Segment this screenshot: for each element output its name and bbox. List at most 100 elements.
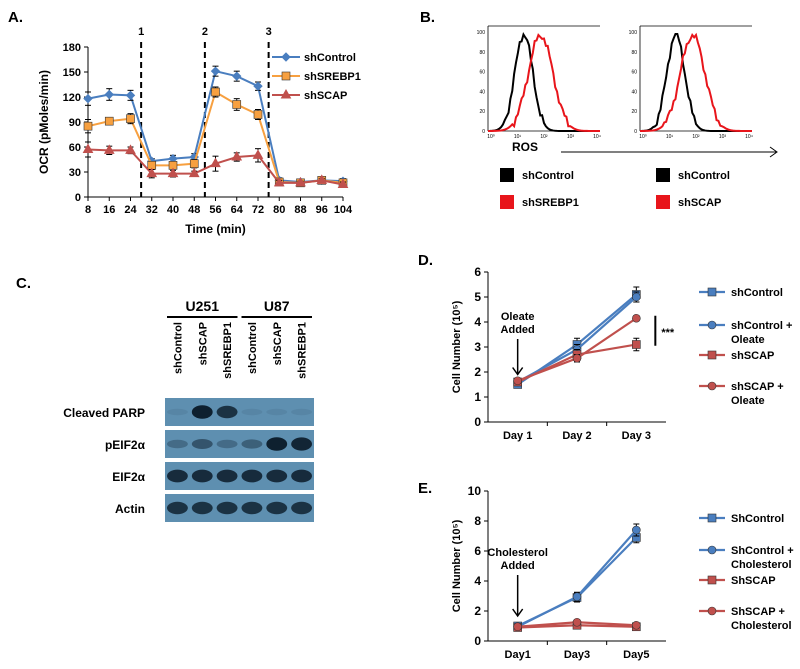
y-tick-label: 120 [63, 92, 81, 104]
hist-control-curve [487, 31, 600, 132]
y-tick-label: 0 [474, 634, 481, 648]
data-point [253, 81, 263, 91]
y-tick-label: 0 [75, 192, 81, 204]
data-point [125, 144, 136, 154]
hist-y-tick-label: 60 [479, 70, 485, 76]
y-tick-label: 150 [63, 67, 81, 79]
data-point [104, 116, 114, 126]
legend-label: shSREBP1 [304, 71, 361, 83]
y-tick-label: 6 [474, 544, 481, 558]
legend-label: ShControl + [731, 545, 794, 557]
blot-band [266, 501, 288, 515]
ros-arrow-head [769, 146, 778, 158]
x-tick-label: 104 [334, 204, 353, 216]
y-tick-label: 3 [474, 340, 481, 354]
x-tick-label: 56 [209, 204, 221, 216]
data-point [273, 176, 285, 187]
y-tick-label: 0 [474, 415, 481, 429]
legend-swatch [656, 195, 670, 209]
y-axis-title: OCR (pMoles/min) [37, 70, 51, 174]
blot-band [291, 408, 313, 416]
significance-label: *** [661, 327, 675, 339]
hist-x-tick-label: 10¹ [514, 134, 522, 140]
blot-group-label: U251 [186, 298, 220, 314]
hist-y-tick-label: 80 [631, 50, 637, 56]
hist-y-tick-label: 0 [482, 129, 485, 135]
legend-label: shControl [522, 170, 574, 182]
x-tick-label: Day 2 [562, 430, 591, 442]
x-tick-label: Day 1 [503, 430, 532, 442]
annotation-arrow-head [512, 608, 524, 618]
legend-marker [280, 88, 292, 99]
hist-control-curve [639, 33, 752, 132]
blot-band [241, 439, 263, 449]
y-tick-label: 180 [63, 42, 81, 54]
blot-lane-label: shControl [247, 322, 259, 374]
legend-marker [707, 606, 717, 616]
blot-row-label: Actin [115, 502, 145, 516]
blot-band [216, 501, 238, 515]
hist-y-tick-label: 20 [631, 109, 637, 115]
data-point [104, 89, 114, 100]
blot-band [241, 469, 263, 483]
panel-e-label: E. [418, 480, 432, 497]
data-point [632, 525, 641, 535]
legend-marker [707, 575, 717, 585]
y-axis-title: Cell Number (10⁵) [451, 300, 463, 393]
y-tick-label: 8 [474, 514, 481, 528]
blot-row-label: pEIF2α [105, 438, 146, 452]
legend-swatch [656, 168, 670, 182]
x-tick-label: 48 [188, 204, 200, 216]
legend-label: Oleate [731, 395, 765, 407]
legend-marker [707, 381, 717, 391]
legend-label: shControl [731, 287, 783, 299]
legend-marker [707, 287, 717, 297]
x-tick-label: 64 [231, 204, 244, 216]
blot-band [291, 437, 313, 451]
data-point [231, 150, 243, 161]
annotation-text: Oleate [501, 311, 535, 323]
legend-label: ShSCAP + [731, 606, 785, 618]
blot-band [191, 469, 213, 483]
blot-band [266, 469, 288, 483]
y-tick-label: 1 [474, 390, 481, 404]
panel-c-label: C. [16, 275, 31, 292]
data-point [232, 71, 242, 81]
y-tick-label: 90 [69, 117, 81, 129]
x-tick-label: Day 3 [622, 430, 651, 442]
blot-band [291, 469, 313, 483]
annotation-text: Added [501, 560, 535, 572]
hist-knockdown-curve [487, 33, 601, 132]
blot-band [191, 405, 213, 419]
blot-band [166, 439, 188, 449]
hist-y-tick-label: 80 [479, 50, 485, 56]
x-tick-label: 32 [146, 204, 158, 216]
y-tick-label: 5 [474, 290, 481, 304]
hist-x-tick-label: 10² [692, 134, 700, 140]
data-point [252, 149, 264, 159]
hist-y-tick-label: 0 [634, 129, 637, 135]
data-point [83, 121, 93, 131]
blot-band [216, 405, 238, 419]
blot-band [166, 501, 188, 515]
legend-marker [281, 52, 291, 62]
legend-label: Cholesterol [731, 620, 792, 632]
blot-band [291, 501, 313, 515]
data-point [572, 617, 582, 627]
blot-row-label: EIF2α [112, 470, 145, 484]
blot-band [216, 439, 238, 449]
legend-marker [281, 71, 291, 81]
hist-x-tick-label: 10⁰ [639, 134, 647, 140]
y-tick-label: 4 [474, 315, 481, 329]
hist-y-tick-label: 40 [631, 89, 637, 95]
y-tick-label: 2 [474, 365, 481, 379]
data-point [189, 159, 199, 168]
y-tick-label: 10 [468, 484, 482, 498]
legend-label: shSCAP + [731, 381, 784, 393]
hist-x-tick-label: 10⁰ [487, 134, 495, 140]
data-point [295, 176, 306, 187]
y-tick-label: 6 [474, 265, 481, 279]
injection-label: 1 [138, 26, 144, 38]
